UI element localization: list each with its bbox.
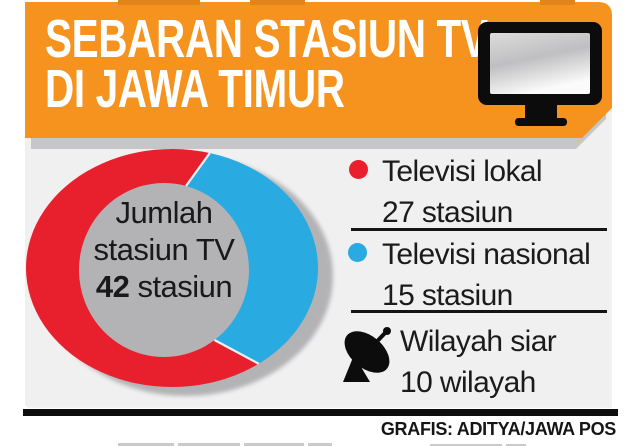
legend-item-wilayah: Wilayah siar 10 wilayah — [400, 321, 557, 403]
bottom-trim-chip — [430, 444, 502, 446]
credit-text: GRAFIS: ADITYA/JAWA POS — [380, 419, 616, 439]
legend-item-label: Televisi lokal — [382, 155, 543, 188]
legend-dot-blue — [348, 243, 367, 262]
center-label-line1: Jumlah — [115, 195, 213, 230]
title-line1: SEBARAN STASIUN TV — [45, 9, 488, 69]
bottom-trim-chip — [244, 443, 304, 446]
legend-item-nasional: Televisi nasional 15 stasiun — [382, 234, 591, 316]
bottom-trim-chip — [506, 444, 526, 446]
top-trim-chip — [540, 0, 575, 5]
center-label-total: 42 stasiun — [44, 268, 284, 305]
bottom-trim-chip — [308, 443, 332, 446]
total-value: 42 — [95, 269, 130, 304]
legend-item-count: 10 wilayah — [400, 366, 536, 399]
legend-item-label: Wilayah siar — [400, 325, 557, 358]
top-trim-chip — [118, 0, 200, 5]
satellite-dish-icon — [343, 327, 391, 382]
legend-item-label: Televisi nasional — [382, 238, 591, 271]
bottom-trim-chip — [118, 443, 174, 446]
donut-center-label: Jumlah stasiun TV 42 stasiun — [44, 194, 284, 305]
bottom-trim-chip — [178, 443, 240, 446]
total-unit: stasiun — [137, 269, 233, 304]
legend-dot-red — [349, 160, 368, 179]
center-label-line2: stasiun TV — [93, 232, 235, 267]
legend-item-count: 27 stasiun — [382, 196, 513, 229]
title-line2: DI JAWA TIMUR — [45, 59, 345, 119]
legend-item-lokal: Televisi lokal 27 stasiun — [382, 151, 543, 233]
legend-item-count: 15 stasiun — [382, 279, 513, 312]
tv-monitor-icon — [478, 22, 602, 126]
footer-bar — [23, 409, 618, 416]
page-title: SEBARAN STASIUN TV DI JAWA TIMUR — [45, 14, 488, 114]
legend-divider — [351, 228, 607, 231]
top-trim-chip — [250, 0, 305, 5]
legend-divider — [351, 310, 607, 313]
